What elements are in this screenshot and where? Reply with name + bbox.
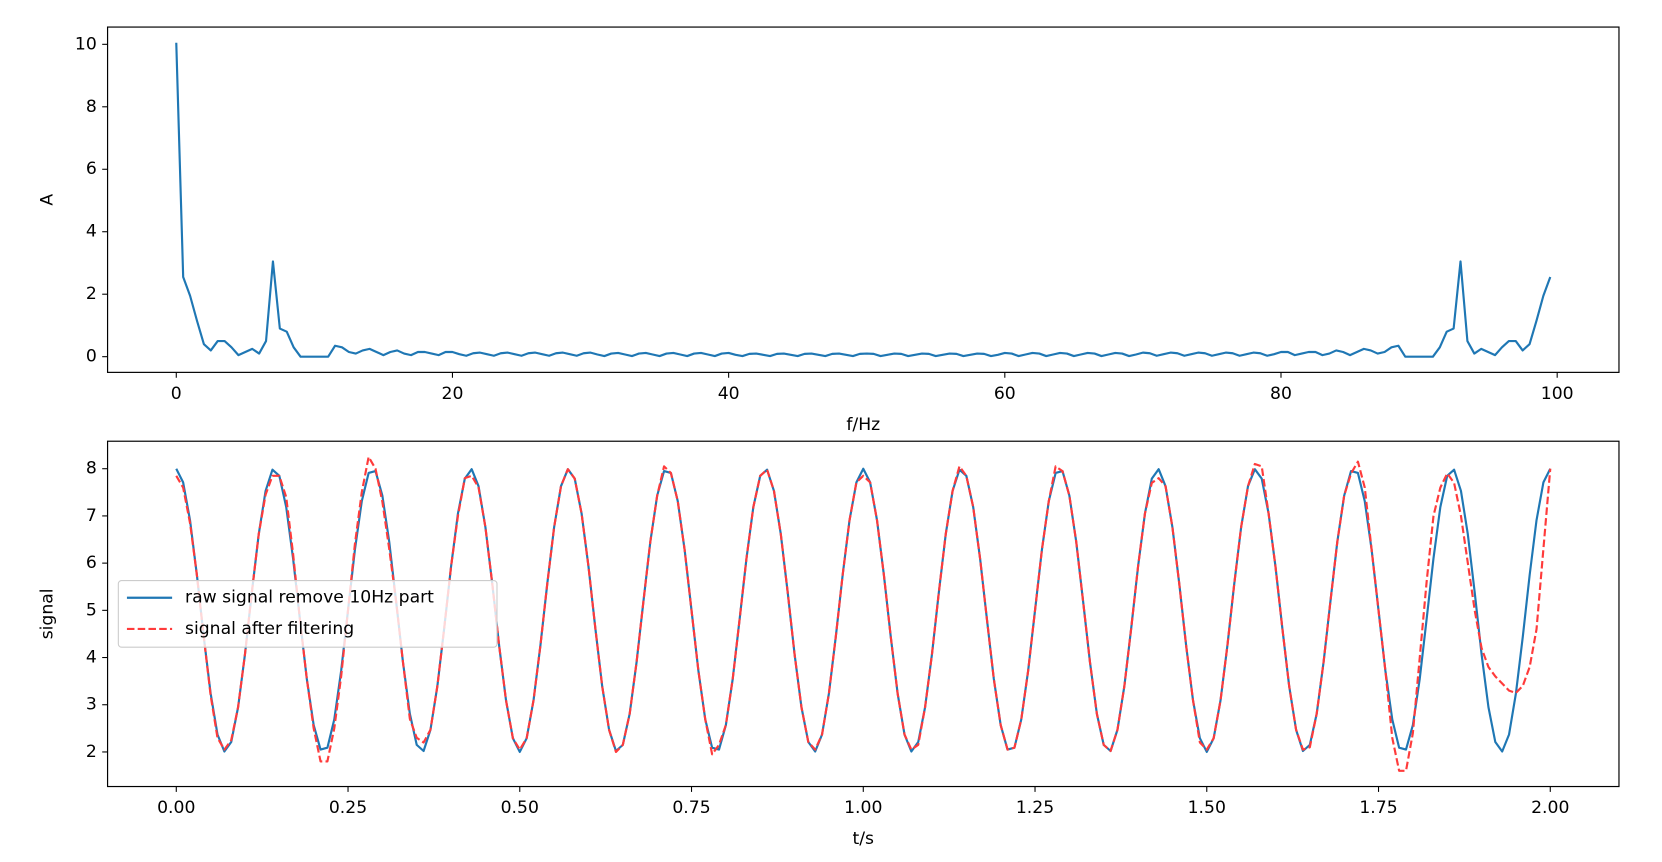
y-tick-label: 10 [75, 34, 97, 54]
x-tick-label: 0 [171, 384, 182, 404]
x-tick-label: 0.75 [672, 798, 710, 818]
y-tick-label: 4 [86, 648, 97, 668]
x-tick-label: 1.25 [1016, 798, 1054, 818]
x-axis-label: t/s [853, 829, 875, 849]
x-tick-label: 80 [1270, 384, 1292, 404]
x-tick-label: 2.00 [1531, 798, 1569, 818]
x-tick-label: 1.00 [844, 798, 882, 818]
x-tick-label: 100 [1541, 384, 1574, 404]
subplot: 0 20 40 60 80 100 0 2 4 6 8 10 f/Hz A [37, 26, 1620, 435]
x-tick-label: 60 [994, 384, 1016, 404]
legend-box [117, 579, 498, 648]
y-tick-label: 6 [86, 553, 97, 573]
y-axis-label: signal [37, 588, 57, 639]
y-tick-label: 0 [86, 347, 97, 367]
plot-frame [106, 26, 1620, 373]
data-line [175, 455, 1552, 772]
y-tick-label: 7 [86, 506, 97, 526]
x-tick-label: 0.50 [501, 798, 539, 818]
subplot: 0.00 0.25 0.50 0.75 1.00 1.25 1.50 1.75 2.00 2 3 4 5… [37, 440, 1620, 849]
legend-label: signal after filtering [185, 619, 354, 639]
x-tick-label: 1.50 [1188, 798, 1226, 818]
y-tick-label: 3 [86, 695, 97, 715]
y-axis-label: A [37, 194, 57, 206]
y-tick-label: 2 [86, 284, 97, 304]
y-tick-label: 6 [86, 159, 97, 179]
x-axis-label: f/Hz [846, 415, 880, 435]
y-tick-label: 4 [86, 222, 97, 242]
y-tick-label: 8 [86, 459, 97, 479]
legend-label: raw signal remove 10Hz part [185, 588, 434, 608]
y-tick-label: 8 [86, 97, 97, 117]
y-tick-label: 2 [86, 742, 97, 762]
x-tick-label: 20 [442, 384, 464, 404]
x-tick-label: 0.25 [329, 798, 367, 818]
x-tick-label: 0.00 [157, 798, 195, 818]
x-tick-label: 40 [718, 384, 740, 404]
y-tick-label: 5 [86, 600, 97, 620]
x-tick-label: 1.75 [1359, 798, 1397, 818]
data-line [175, 42, 1552, 358]
